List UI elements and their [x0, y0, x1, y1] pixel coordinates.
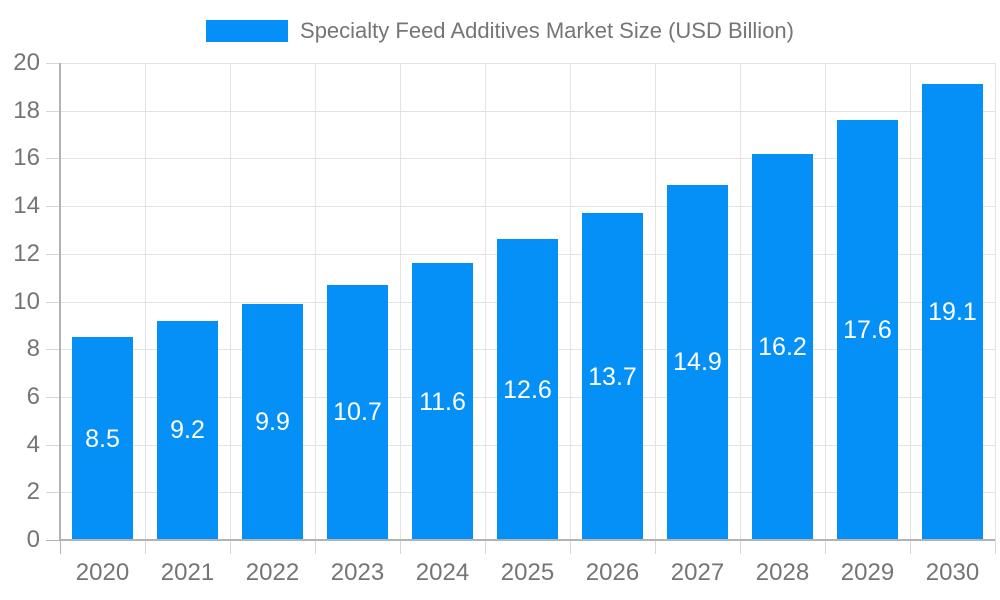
- y-tick-mark: [46, 253, 60, 255]
- x-gridline: [145, 63, 146, 540]
- x-tick-mark: [825, 540, 826, 554]
- y-axis-label: 18: [13, 96, 40, 124]
- y-gridline: [60, 206, 995, 208]
- x-axis-label-2027: 2027: [670, 559, 725, 586]
- legend-swatch: [206, 20, 289, 42]
- y-gridline: [60, 63, 995, 64]
- y-tick-mark: [46, 301, 60, 303]
- x-tick-mark: [145, 540, 146, 554]
- y-tick-mark: [46, 206, 60, 208]
- bar-2030: [922, 84, 983, 540]
- bar-value-label: 9.2: [170, 416, 205, 445]
- bar-2021: [157, 320, 218, 540]
- y-axis-label: 6: [26, 382, 40, 410]
- x-gridline: [655, 63, 656, 540]
- x-axis-baseline: [59, 539, 995, 541]
- bar-value-label: 17.6: [843, 316, 892, 345]
- x-gridline: [230, 63, 231, 540]
- bar-2025: [497, 239, 558, 540]
- bar-value-label: 12.6: [503, 375, 552, 404]
- x-tick-mark: [485, 540, 486, 554]
- y-tick-mark: [46, 349, 60, 351]
- x-gridline: [825, 63, 826, 540]
- x-axis-label-2030: 2030: [925, 559, 980, 586]
- x-gridline: [995, 63, 996, 540]
- y-tick-mark: [46, 396, 60, 398]
- bar-value-label: 11.6: [419, 387, 466, 416]
- bar-2024: [412, 263, 473, 540]
- x-axis-label-2024: 2024: [415, 559, 470, 586]
- y-gridline: [60, 158, 995, 160]
- y-axis-label: 4: [26, 430, 40, 458]
- x-axis-label-2028: 2028: [755, 559, 810, 586]
- y-tick-mark: [46, 63, 60, 64]
- y-gridline: [60, 110, 995, 112]
- x-axis-label-2029: 2029: [840, 559, 895, 586]
- bar-value-label: 19.1: [928, 298, 977, 327]
- x-tick-mark: [910, 540, 911, 554]
- x-gridline: [400, 63, 401, 540]
- bar-value-label: 10.7: [333, 398, 382, 427]
- bar-value-label: 14.9: [673, 348, 722, 377]
- x-axis-label-2023: 2023: [330, 559, 385, 586]
- y-axis-label: 12: [13, 239, 40, 267]
- x-tick-mark: [570, 540, 571, 554]
- x-tick-mark: [315, 540, 316, 554]
- x-gridline: [315, 63, 316, 540]
- x-tick-mark: [400, 540, 401, 554]
- bar-2023: [327, 284, 388, 540]
- x-axis-label-2020: 2020: [75, 559, 130, 586]
- y-axis-label: 14: [13, 192, 40, 220]
- bar-value-label: 13.7: [588, 362, 637, 391]
- x-tick-mark: [995, 540, 996, 554]
- x-gridline: [740, 63, 741, 540]
- y-axis-label: 10: [13, 287, 40, 315]
- legend-label: Specialty Feed Additives Market Size (US…: [300, 18, 794, 43]
- x-tick-mark: [60, 540, 61, 554]
- x-tick-mark: [655, 540, 656, 554]
- y-axis-label: 2: [26, 478, 40, 506]
- x-axis-label-2021: 2021: [160, 559, 215, 586]
- legend: Specialty Feed Additives Market Size (US…: [0, 18, 1000, 44]
- bar-2028: [752, 153, 813, 540]
- y-tick-mark: [46, 540, 60, 541]
- bar-value-label: 16.2: [758, 332, 807, 361]
- y-axis-label: 20: [13, 49, 40, 76]
- bar-2027: [667, 184, 728, 540]
- x-axis-label-2025: 2025: [500, 559, 555, 586]
- x-axis-label-2026: 2026: [585, 559, 640, 586]
- x-gridline: [910, 63, 911, 540]
- x-axis-label-2022: 2022: [245, 559, 300, 586]
- x-gridline: [485, 63, 486, 540]
- y-axis-label: 0: [26, 526, 40, 553]
- bar-2029: [837, 120, 898, 540]
- y-axis-label: 16: [13, 144, 40, 172]
- y-tick-mark: [46, 158, 60, 160]
- y-axis-label: 8: [26, 335, 40, 363]
- bar-value-label: 9.9: [255, 407, 290, 436]
- bar-value-label: 8.5: [85, 424, 120, 453]
- bar-2026: [582, 213, 643, 540]
- bar-2022: [242, 303, 303, 540]
- y-tick-mark: [46, 110, 60, 112]
- y-axis-line: [59, 63, 61, 540]
- y-tick-mark: [46, 492, 60, 494]
- y-tick-mark: [46, 444, 60, 446]
- bar-2020: [72, 337, 133, 540]
- x-gridline: [570, 63, 571, 540]
- x-tick-mark: [740, 540, 741, 554]
- x-tick-mark: [230, 540, 231, 554]
